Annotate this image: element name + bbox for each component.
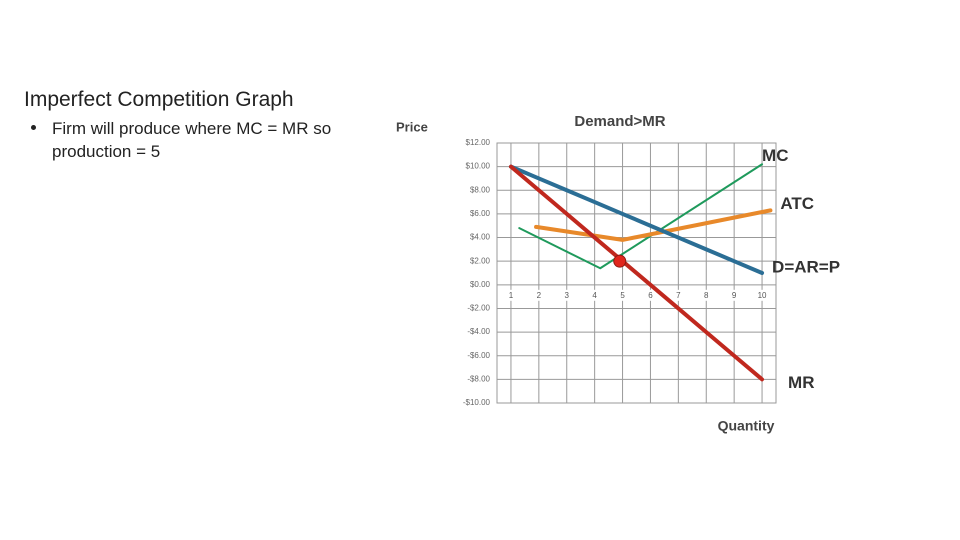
x-tick-label: 6 — [648, 291, 653, 300]
bullet-dot — [31, 125, 36, 130]
y-tick-label: -$10.00 — [463, 398, 491, 407]
y-tick-label: $2.00 — [470, 256, 491, 265]
series-line — [518, 163, 764, 270]
x-tick-label: 3 — [565, 291, 570, 300]
series-line — [508, 164, 765, 382]
y-tick-label: -$8.00 — [467, 374, 490, 383]
x-tick-label: 1 — [509, 291, 514, 300]
y-tick-label: $4.00 — [470, 233, 491, 242]
tick-label-bg — [700, 289, 713, 301]
y-tick-label: $8.00 — [470, 185, 491, 194]
y-tick-label: $0.00 — [470, 280, 491, 289]
tick-label-bg — [756, 289, 769, 301]
y-tick-label: $10.00 — [466, 162, 491, 171]
tick-label-bg — [532, 289, 545, 301]
tick-label-bg — [560, 289, 573, 301]
y-axis-label: Price — [396, 119, 428, 134]
x-tick-label: 8 — [704, 291, 709, 300]
series-line — [508, 164, 765, 275]
tick-label-bg — [616, 289, 629, 301]
tick-label-bg — [672, 289, 685, 301]
y-tick-label: -$6.00 — [467, 351, 490, 360]
series-label: ATC — [780, 194, 814, 213]
x-tick-label: 7 — [676, 291, 681, 300]
y-tick-label: -$2.00 — [467, 304, 490, 313]
series-label: MC — [762, 146, 788, 165]
tick-label-bg — [504, 289, 517, 301]
x-tick-label: 10 — [758, 291, 767, 300]
x-tick-label: 2 — [537, 291, 542, 300]
tick-label-bg — [644, 289, 657, 301]
tick-label-bg — [728, 289, 741, 301]
y-tick-label: $6.00 — [470, 209, 491, 218]
y-tick-label: $12.00 — [466, 138, 491, 147]
x-tick-label: 9 — [732, 291, 737, 300]
x-tick-label: 4 — [592, 291, 597, 300]
series-label: MR — [788, 373, 814, 392]
bullet-text: Firm will produce where MC = MR so produ… — [52, 119, 332, 161]
x-tick-label: 5 — [620, 291, 625, 300]
y-tick-label: -$4.00 — [467, 327, 490, 336]
series-line — [534, 208, 773, 242]
equilibrium-point — [613, 254, 627, 268]
tick-label-bg — [588, 289, 601, 301]
x-axis-label: Quantity — [718, 418, 775, 434]
chart-title: Demand>MR — [574, 113, 665, 130]
slide-title: Imperfect Competition Graph — [24, 88, 294, 111]
series-label: D=AR=P — [772, 257, 840, 276]
